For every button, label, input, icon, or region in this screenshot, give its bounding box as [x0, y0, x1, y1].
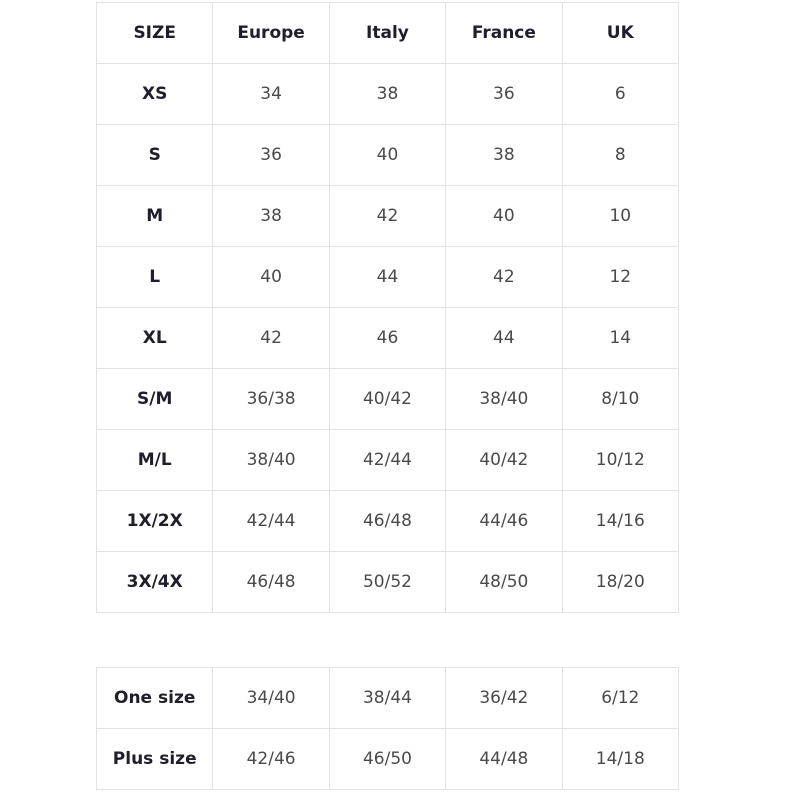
size-value-cell: 40/42 — [445, 429, 563, 491]
size-label-cell: M/L — [95, 429, 214, 491]
size-value-cell: 44/46 — [445, 490, 563, 552]
size-value-cell: 38 — [445, 124, 563, 186]
table-row: M/L 38/40 42/44 40/42 10/12 — [95, 429, 680, 491]
size-label-cell: S/M — [95, 368, 214, 430]
size-value-cell: 8/10 — [561, 368, 680, 430]
size-value-cell: 38 — [328, 63, 447, 125]
size-label-cell: S — [95, 124, 214, 186]
size-value-cell: 10/12 — [561, 429, 680, 491]
size-chart-table: SIZE Europe Italy France UK XS 34 38 36 6 S 36 40 38… — [95, 2, 680, 613]
size-label-cell: M — [95, 185, 214, 247]
size-value-cell: 6/12 — [561, 667, 680, 729]
size-value-cell: 42 — [212, 307, 330, 369]
size-value-cell: 40 — [212, 246, 330, 308]
size-value-cell: 42/46 — [212, 728, 330, 790]
size-value-cell: 40 — [445, 185, 563, 247]
one-size-table: One size 34/40 38/44 36/42 6/12 Plus size 42/4… — [95, 667, 680, 790]
size-value-cell: 50/52 — [328, 551, 447, 613]
size-value-cell: 48/50 — [445, 551, 563, 613]
size-value-cell: 8 — [561, 124, 680, 186]
size-label-cell: 3X/4X — [95, 551, 214, 613]
size-value-cell: 38/40 — [212, 429, 330, 491]
size-value-cell: 38 — [212, 185, 330, 247]
size-value-cell: 46/48 — [328, 490, 447, 552]
size-label-cell: Plus size — [95, 728, 214, 790]
header-row: SIZE Europe Italy France UK — [95, 2, 680, 64]
size-value-cell: 44 — [328, 246, 447, 308]
size-value-cell: 42/44 — [212, 490, 330, 552]
size-value-cell: 44/48 — [445, 728, 563, 790]
size-value-cell: 46/48 — [212, 551, 330, 613]
size-value-cell: 36 — [445, 63, 563, 125]
table-row: One size 34/40 38/44 36/42 6/12 — [95, 667, 680, 729]
table-row: 3X/4X 46/48 50/52 48/50 18/20 — [95, 551, 680, 613]
size-value-cell: 10 — [561, 185, 680, 247]
size-value-cell: 40/42 — [328, 368, 447, 430]
size-value-cell: 14/16 — [561, 490, 680, 552]
size-value-cell: 36/42 — [445, 667, 563, 729]
column-header: UK — [561, 2, 680, 64]
size-value-cell: 34 — [212, 63, 330, 125]
size-value-cell: 18/20 — [561, 551, 680, 613]
size-value-cell: 6 — [561, 63, 680, 125]
table-row: S/M 36/38 40/42 38/40 8/10 — [95, 368, 680, 430]
size-value-cell: 36/38 — [212, 368, 330, 430]
column-header: Europe — [212, 2, 330, 64]
size-label-cell: One size — [95, 667, 214, 729]
size-label-cell: L — [95, 246, 214, 308]
column-header: SIZE — [95, 2, 214, 64]
table-row: M 38 42 40 10 — [95, 185, 680, 247]
size-value-cell: 38/40 — [445, 368, 563, 430]
size-value-cell: 42 — [328, 185, 447, 247]
size-label-cell: 1X/2X — [95, 490, 214, 552]
table-row: XL 42 46 44 14 — [95, 307, 680, 369]
size-value-cell: 42 — [445, 246, 563, 308]
size-value-cell: 14 — [561, 307, 680, 369]
size-value-cell: 46 — [328, 307, 447, 369]
table-row: L 40 44 42 12 — [95, 246, 680, 308]
table-row: XS 34 38 36 6 — [95, 63, 680, 125]
size-label-cell: XL — [95, 307, 214, 369]
size-value-cell: 36 — [212, 124, 330, 186]
table-row: S 36 40 38 8 — [95, 124, 680, 186]
size-value-cell: 42/44 — [328, 429, 447, 491]
column-header: France — [445, 2, 563, 64]
size-label-cell: XS — [95, 63, 214, 125]
size-value-cell: 38/44 — [328, 667, 447, 729]
size-value-cell: 40 — [328, 124, 447, 186]
size-value-cell: 46/50 — [328, 728, 447, 790]
size-value-cell: 14/18 — [561, 728, 680, 790]
size-value-cell: 12 — [561, 246, 680, 308]
table-row: 1X/2X 42/44 46/48 44/46 14/16 — [95, 490, 680, 552]
table-row: Plus size 42/46 46/50 44/48 14/18 — [95, 728, 680, 790]
column-header: Italy — [328, 2, 447, 64]
size-value-cell: 34/40 — [212, 667, 330, 729]
size-value-cell: 44 — [445, 307, 563, 369]
